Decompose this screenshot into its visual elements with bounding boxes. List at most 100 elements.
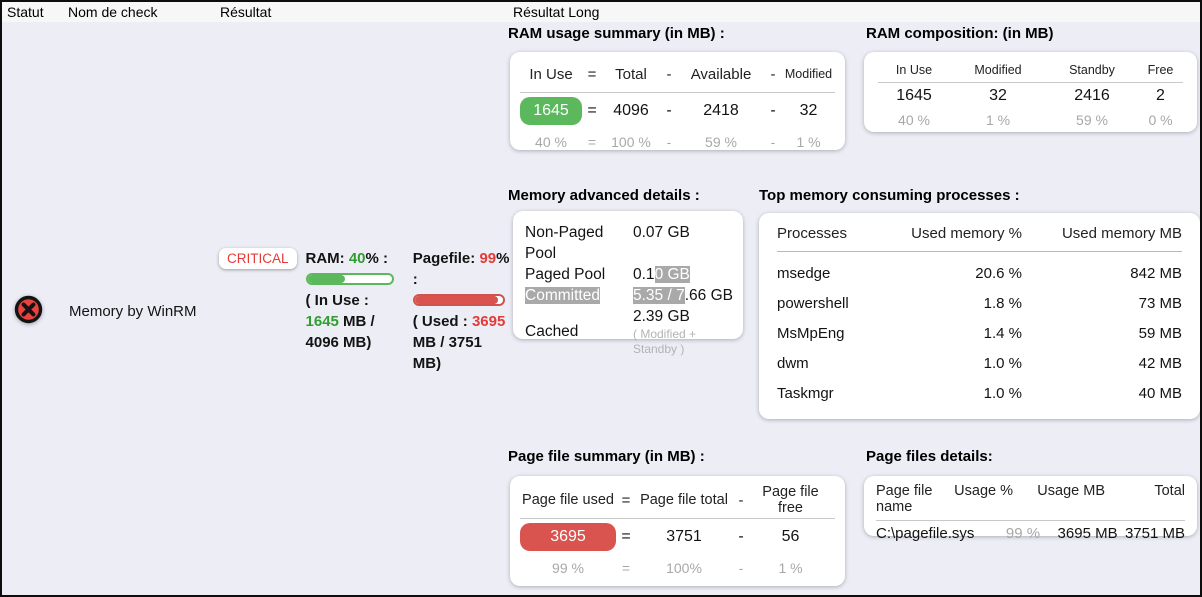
minus-sign: -: [738, 560, 744, 576]
advanced-details-card: Non-Paged Pool 0.07 GB Paged Pool 0.10 G…: [513, 211, 743, 356]
minus-sign: -: [770, 65, 776, 83]
adv-row-paged: Paged Pool 0.10 GB: [525, 264, 735, 285]
ram-summary-value-row: 1645 = 4096 - 2418 - 32: [520, 93, 835, 129]
minus-sign: -: [738, 528, 744, 545]
pagefile-used-value: 3695: [471, 313, 506, 330]
process-used-percent: 1.0 %: [983, 355, 1022, 372]
ram-total-value: 4096: [613, 102, 649, 119]
pagefile-usage-bar-fill: [414, 296, 499, 304]
pagefile-summary-card: Page file used = Page file total - Page …: [510, 476, 845, 586]
process-used-percent: 20.6 %: [975, 265, 1022, 282]
ram-composition-title: RAM composition: (in MB): [866, 25, 1054, 42]
ram-percent-unit: % :: [365, 250, 389, 267]
pfd-header-total: Total: [1154, 483, 1185, 499]
ram-modified-value: 32: [799, 102, 818, 119]
pagefile-percent: 99: [479, 250, 497, 267]
process-name: msedge: [777, 265, 831, 282]
table-header-row: Statut Nom de check Résultat Résultat Lo…: [2, 2, 1200, 22]
pagefile-summary-title: Page file summary (in MB) :: [508, 448, 705, 465]
comp-standby-value: 2416: [1074, 87, 1110, 104]
column-header-check-name: Nom de check: [68, 4, 158, 20]
adv-label-committed: Committed: [525, 285, 633, 306]
pagefile-details-card: Page file name Usage % Usage MB Total C:…: [864, 476, 1197, 542]
adv-value-cached: 2.39 GB ( Modified + Standby ): [633, 306, 735, 357]
pagefile-summary-header-row: Page file used = Page file total - Page …: [520, 484, 835, 516]
process-name: MsMpEng: [777, 325, 845, 342]
ram-summary-header-available: Available: [690, 65, 752, 83]
adv-cached-note: ( Modified + Standby ): [633, 327, 697, 356]
top-processes-header-row: Processes Used memory % Used memory MB: [777, 225, 1182, 252]
status-badge: CRITICAL: [219, 248, 297, 269]
process-used-mb: 59 MB: [1138, 325, 1182, 342]
minus-sign: -: [738, 491, 744, 509]
comp-standby-percent: 59 %: [1076, 112, 1108, 128]
process-row: powershell 1.8 % 73 MB: [777, 282, 1182, 312]
process-row: dwm 1.0 % 42 MB: [777, 342, 1182, 372]
equals-sign: =: [587, 65, 597, 83]
adv-value-nonpaged: 0.07 GB: [633, 224, 690, 241]
comp-header-inuse: In Use: [895, 63, 933, 77]
process-used-mb: 73 MB: [1138, 295, 1182, 312]
ram-summary-header-row: In Use = Total - Available - Modified: [520, 62, 835, 86]
ram-detail-open: ( In Use :: [305, 292, 369, 309]
result-cell[interactable]: CRITICAL RAM: 40% : ( In Use : 1645 MB /…: [219, 248, 511, 374]
comp-free-value: 2: [1156, 87, 1165, 104]
minus-sign: -: [666, 65, 672, 83]
comp-header-free: Free: [1147, 63, 1174, 77]
minus-sign: -: [666, 134, 672, 150]
check-name[interactable]: Memory by WinRM: [69, 303, 197, 320]
minus-sign: -: [770, 134, 776, 150]
pf-free-value: 56: [781, 528, 800, 545]
pagefile-summary-percent-row: 99 % = 100% - 1 %: [520, 555, 835, 581]
pagefile-usage-bar: [412, 294, 505, 306]
ram-summary-percent-row: 40 % = 100 % - 59 % - 1 %: [520, 129, 835, 155]
process-used-mb: 842 MB: [1130, 265, 1182, 282]
pfd-total: 3751 MB: [1124, 525, 1185, 542]
ram-summary-divider: [520, 92, 835, 93]
ram-usage-bar: [305, 273, 394, 285]
ram-summary-title: RAM usage summary (in MB) :: [508, 25, 725, 42]
pagefile-percent-unit: %: [496, 250, 510, 267]
pfd-header-name: Page file name: [876, 483, 933, 515]
ram-summary-header-inuse: In Use: [529, 65, 573, 83]
pfd-usage-pct: 99 %: [1005, 525, 1041, 542]
ram-available-value: 2418: [703, 102, 739, 119]
advanced-details-title: Memory advanced details :: [508, 187, 700, 204]
ram-available-percent: 59 %: [705, 134, 737, 150]
pagefile-label: Pagefile:: [412, 250, 480, 267]
adv-label-nonpaged: Non-Paged Pool: [525, 224, 604, 262]
ram-summary-card: In Use = Total - Available - Modified 16…: [510, 52, 845, 150]
minus-sign: -: [770, 102, 776, 119]
adv-row-committed: Committed 5.35 / 7.66 GB: [525, 285, 735, 306]
adv-value-committed-normal: .66 GB: [684, 287, 733, 304]
top-header-used-percent: Used memory %: [911, 225, 1022, 242]
pf-header-used: Page file used: [522, 492, 614, 508]
pagefile-metric-block: Pagefile: 99% : ( Used : 3695 MB / 3751 …: [412, 248, 511, 374]
process-row: Taskmgr 1.0 % 40 MB: [777, 372, 1182, 402]
ram-summary-header-total: Total: [615, 65, 647, 83]
pf-free-percent: 1 %: [778, 560, 803, 576]
column-header-result: Résultat: [220, 4, 272, 20]
comp-modified-value: 32: [989, 87, 1007, 104]
pf-total-percent: 100%: [666, 560, 702, 576]
adv-label-committed-selected: Committed: [525, 287, 600, 304]
column-header-long-result: Résultat Long: [513, 4, 600, 20]
ram-composition-header-row: In Use Modified Standby Free: [878, 60, 1183, 80]
equals-sign: =: [621, 528, 631, 545]
adv-row-cached: Cached 2.39 GB ( Modified + Standby ): [525, 306, 735, 357]
pfd-usage-mb: 3695 MB: [1057, 525, 1118, 542]
pf-header-total: Page file total: [640, 492, 728, 508]
pfd-header-usage-pct: Usage %: [954, 483, 1013, 499]
pagefile-detail-open: ( Used :: [412, 313, 472, 330]
column-header-statut: Statut: [7, 4, 44, 20]
process-used-mb: 40 MB: [1138, 385, 1182, 402]
pagefile-details-row: C:\pagefile.sys 99 % 3695 MB 3751 MB: [876, 521, 1185, 542]
adv-row-nonpaged: Non-Paged Pool 0.07 GB: [525, 222, 735, 264]
equals-sign: =: [587, 102, 597, 119]
pagefile-summary-divider: [520, 518, 835, 519]
pagefile-detail-rest: MB / 3751 MB): [412, 334, 482, 372]
ram-total-percent: 100 %: [611, 134, 651, 150]
ram-inuse-percent: 40 %: [535, 134, 567, 150]
minus-sign: -: [666, 102, 672, 119]
